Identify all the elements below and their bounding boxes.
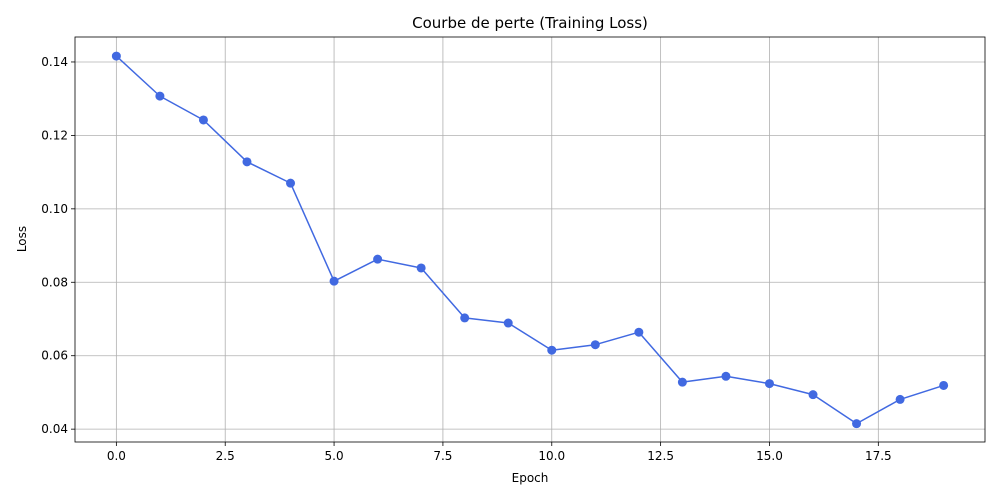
data-point (503, 318, 513, 328)
x-tick-label: 2.5 (216, 449, 235, 463)
y-tick-label: 0.08 (41, 275, 68, 289)
data-point (460, 313, 470, 323)
data-point (939, 380, 949, 390)
x-tick-label: 12.5 (647, 449, 674, 463)
data-point (808, 390, 818, 400)
data-point (242, 157, 252, 167)
y-tick-label: 0.04 (41, 422, 68, 436)
data-point (677, 377, 687, 387)
grid (75, 37, 985, 442)
loss-line (115, 55, 944, 425)
data-point (764, 379, 774, 389)
y-tick-label: 0.06 (41, 349, 68, 363)
data-point (416, 263, 426, 273)
data-point (547, 345, 557, 355)
data-point (286, 178, 296, 188)
x-tick-label: 7.5 (433, 449, 452, 463)
x-tick-label: 15.0 (756, 449, 783, 463)
data-point (111, 51, 121, 61)
x-tick-label: 10.0 (538, 449, 565, 463)
series (111, 51, 949, 429)
data-point (590, 340, 600, 350)
data-point (895, 394, 905, 404)
chart-title: Courbe de perte (Training Loss) (412, 14, 648, 32)
y-tick-label: 0.12 (41, 128, 68, 142)
ticks: 0.0 2.5 5.0 7.5 10.0 12.5 15.0 17.5 0.04 0.06 0.08… (41, 55, 891, 463)
data-point (634, 327, 644, 337)
plot-frame (74, 36, 986, 443)
x-tick-label: 5.0 (325, 449, 344, 463)
data-point (721, 371, 731, 381)
x-tick-label: 0.0 (107, 449, 126, 463)
data-point (373, 254, 383, 264)
data-point (155, 91, 165, 101)
data-point (198, 115, 208, 125)
y-tick-label: 0.14 (41, 55, 68, 69)
data-point (329, 276, 339, 286)
data-point (852, 419, 862, 429)
plot-background (75, 37, 985, 442)
x-axis-label: Epoch (512, 471, 549, 485)
y-tick-label: 0.10 (41, 202, 68, 216)
x-tick-label: 17.5 (865, 449, 892, 463)
y-axis-label: Loss (15, 226, 29, 252)
